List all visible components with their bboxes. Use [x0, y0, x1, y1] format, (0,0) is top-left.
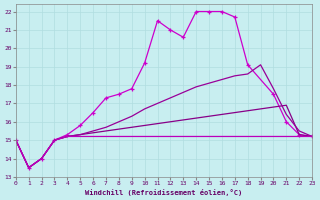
- X-axis label: Windchill (Refroidissement éolien,°C): Windchill (Refroidissement éolien,°C): [85, 189, 243, 196]
